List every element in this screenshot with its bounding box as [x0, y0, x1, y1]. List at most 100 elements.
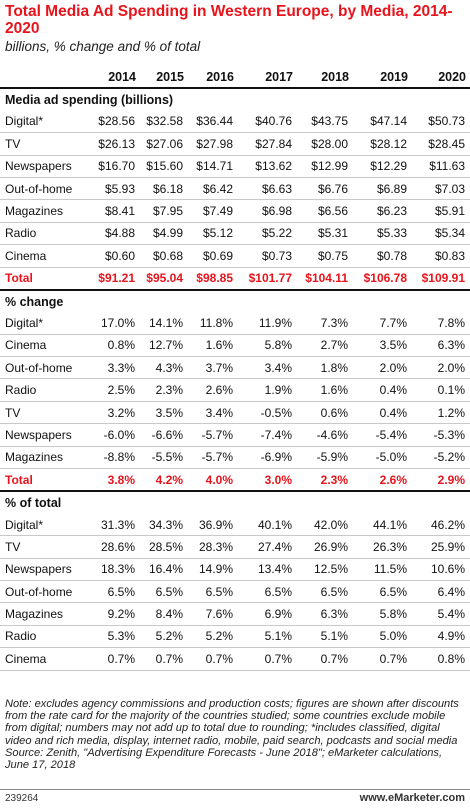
source-text: Source: Zenith, "Advertising Expenditure…	[5, 746, 443, 772]
row-label: TV	[0, 132, 92, 156]
cell-value: 0.4%	[353, 401, 412, 425]
column-header-2014: 2014	[92, 66, 140, 90]
chart-id: 239264	[5, 793, 39, 804]
cell-value: 1.9%	[238, 378, 297, 402]
cell-value: 12.7%	[140, 334, 188, 358]
cell-value: 2.7%	[297, 334, 353, 358]
cell-value: -8.8%	[92, 446, 140, 470]
row-label: Cinema	[0, 244, 92, 268]
cell-value: -5.9%	[297, 446, 353, 470]
cell-value: 42.0%	[297, 513, 353, 537]
cell-value: 26.3%	[353, 535, 412, 559]
column-header-2020: 2020	[412, 66, 470, 90]
chart-subtitle: billions, % change and % of total	[5, 39, 201, 54]
cell-value: 6.3%	[297, 602, 353, 626]
table-row: Out-of-home $5.93 $6.18 $6.42 $6.63 $6.76 $6.8…	[0, 177, 470, 201]
cell-value: $98.85	[188, 267, 238, 291]
cell-value: $106.78	[353, 267, 412, 291]
cell-value: 16.4%	[140, 558, 188, 581]
cell-value: $0.69	[188, 244, 238, 268]
cell-value: 5.1%	[297, 625, 353, 649]
note-text: Note: excludes agency commissions and pr…	[5, 698, 459, 747]
column-header-2015: 2015	[140, 66, 188, 90]
cell-value: $6.89	[353, 177, 412, 201]
cell-value: $6.98	[238, 199, 297, 223]
cell-value: $5.22	[238, 222, 297, 246]
cell-value: 25.9%	[412, 535, 470, 559]
cell-value: 0.7%	[353, 647, 412, 671]
row-label: Cinema	[0, 334, 92, 358]
cell-value: 0.8%	[92, 334, 140, 358]
column-header-2019: 2019	[353, 66, 412, 90]
cell-value: $27.98	[188, 132, 238, 156]
total-row: Total $91.21 $95.04 $98.85 $101.77 $104.11 $10…	[0, 267, 470, 291]
table-row: Magazines -8.8% -5.5% -5.7% -6.9% -5.9% -5.0% -…	[0, 446, 470, 470]
column-header-2016: 2016	[188, 66, 238, 90]
cell-value: 5.0%	[353, 625, 412, 649]
cell-value: 2.6%	[188, 378, 238, 402]
cell-value: $0.75	[297, 244, 353, 268]
cell-value: 2.0%	[412, 356, 470, 380]
cell-value: 3.5%	[140, 401, 188, 425]
row-label: Radio	[0, 625, 92, 649]
row-label: Out-of-home	[0, 580, 92, 604]
cell-value: 6.5%	[140, 580, 188, 604]
row-label: Out-of-home	[0, 356, 92, 380]
cell-value: $40.76	[238, 110, 297, 134]
cell-value: 17.0%	[92, 312, 140, 335]
cell-value: 5.2%	[188, 625, 238, 649]
table-row: Out-of-home 6.5% 6.5% 6.5% 6.5% 6.5% 6.5% 6.4%	[0, 580, 470, 604]
cell-value: 9.2%	[92, 602, 140, 626]
row-label: Newspapers	[0, 155, 92, 178]
cell-value: -5.7%	[188, 423, 238, 447]
cell-value: -5.7%	[188, 446, 238, 470]
data-table: 2014 2015 2016 2017 2018 2019 2020 Media ad sp…	[0, 66, 470, 671]
cell-value: $13.62	[238, 155, 297, 178]
cell-value: $0.68	[140, 244, 188, 268]
cell-value: 1.6%	[188, 334, 238, 358]
cell-value: $28.56	[92, 110, 140, 134]
cell-value: 7.7%	[353, 312, 412, 335]
cell-value: $4.99	[140, 222, 188, 246]
cell-value: 3.4%	[238, 356, 297, 380]
cell-value: 1.8%	[297, 356, 353, 380]
cell-value: 3.8%	[92, 468, 140, 493]
cell-value: 11.5%	[353, 558, 412, 581]
cell-value: $5.33	[353, 222, 412, 246]
table-row: Newspapers $16.70 $15.60 $14.71 $13.62 $12.99…	[0, 155, 470, 178]
cell-value: 0.4%	[353, 378, 412, 402]
cell-value: 31.3%	[92, 513, 140, 537]
cell-value: -5.0%	[353, 446, 412, 470]
cell-value: 2.9%	[412, 468, 470, 493]
total-row: Total 3.8% 4.2% 4.0% 3.0% 2.3% 2.6% 2.9%	[0, 468, 470, 493]
cell-value: $5.31	[297, 222, 353, 246]
cell-value: 26.9%	[297, 535, 353, 559]
cell-value: $5.12	[188, 222, 238, 246]
table-row: Digital* $28.56 $32.58 $36.44 $40.76 $43.75 $4…	[0, 110, 470, 134]
cell-value: $101.77	[238, 267, 297, 291]
cell-value: 0.6%	[297, 401, 353, 425]
row-label: Digital*	[0, 312, 92, 335]
table-row: Digital* 31.3% 34.3% 36.9% 40.1% 42.0% 44.1% 46…	[0, 513, 470, 537]
cell-value: $50.73	[412, 110, 470, 134]
cell-value: $6.76	[297, 177, 353, 201]
cell-value: $0.60	[92, 244, 140, 268]
cell-value: -6.0%	[92, 423, 140, 447]
cell-value: 40.1%	[238, 513, 297, 537]
cell-value: 3.5%	[353, 334, 412, 358]
row-label: Radio	[0, 378, 92, 402]
cell-value: $14.71	[188, 155, 238, 178]
cell-value: 34.3%	[140, 513, 188, 537]
row-label: Newspapers	[0, 558, 92, 581]
cell-value: 5.1%	[238, 625, 297, 649]
cell-value: $6.42	[188, 177, 238, 201]
cell-value: -4.6%	[297, 423, 353, 447]
chart-title: Total Media Ad Spending in Western Europ…	[5, 3, 453, 37]
cell-value: 12.5%	[297, 558, 353, 581]
section-heading-row: % change	[0, 290, 470, 312]
row-label: Total	[0, 468, 92, 493]
cell-value: $12.29	[353, 155, 412, 178]
cell-value: 6.4%	[412, 580, 470, 604]
cell-value: 44.1%	[353, 513, 412, 537]
cell-value: $43.75	[297, 110, 353, 134]
